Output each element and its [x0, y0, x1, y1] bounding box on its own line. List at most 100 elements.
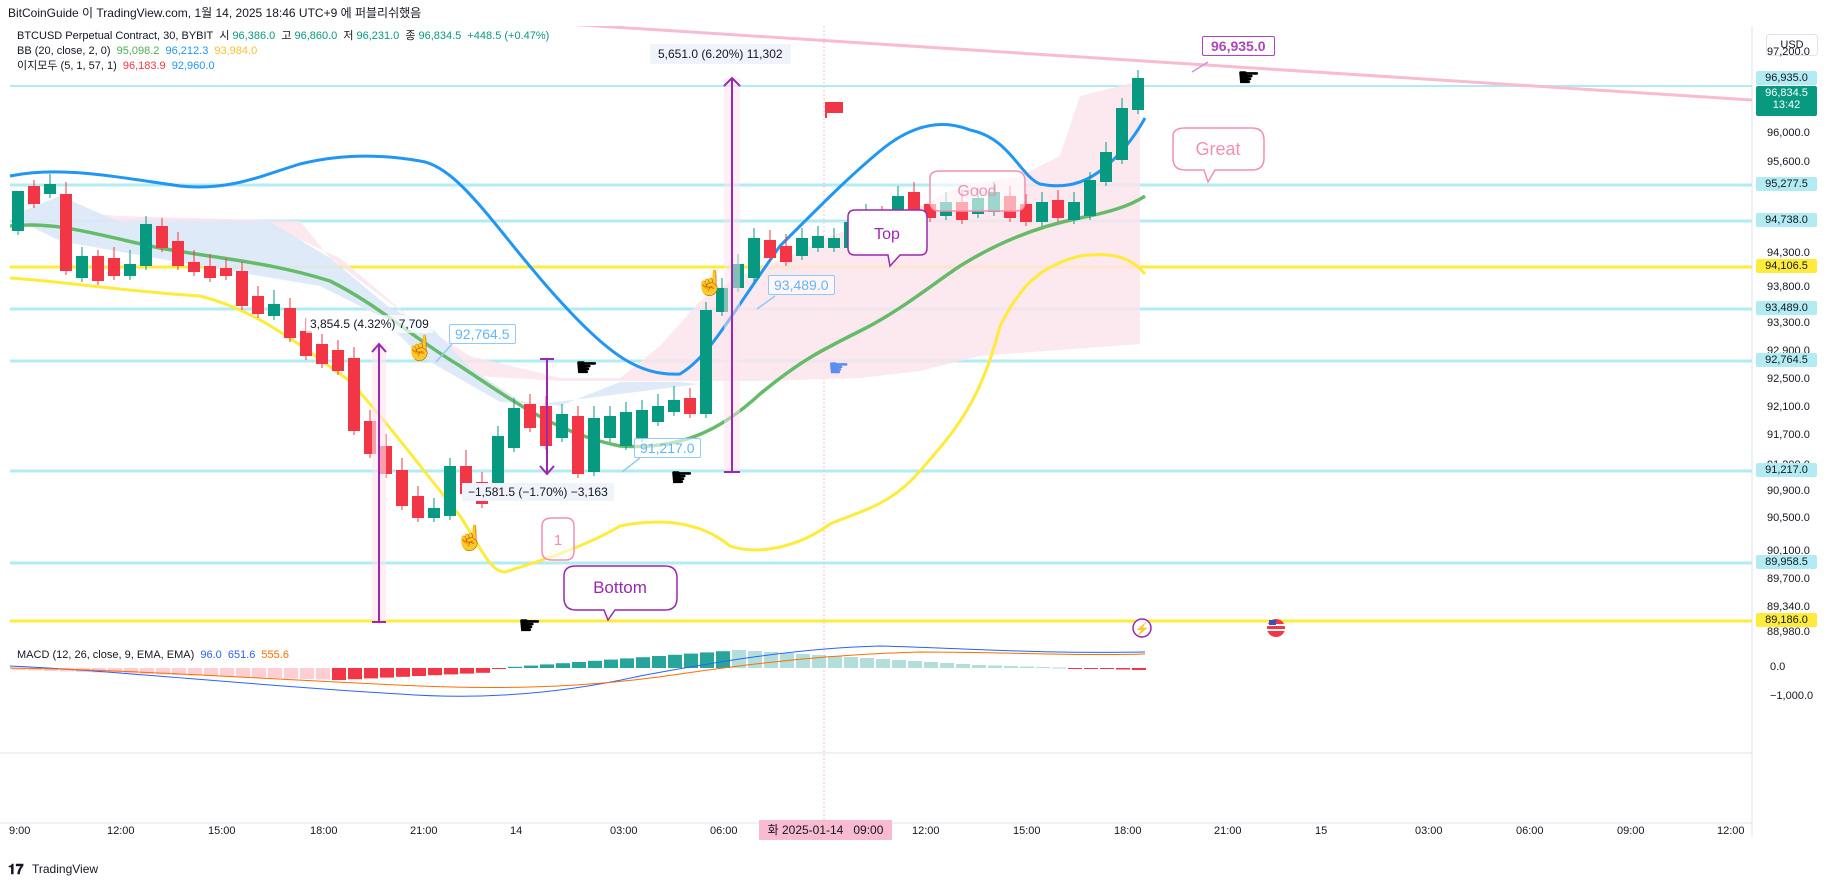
price-tick: 89,340.0	[1767, 601, 1810, 613]
bubble-one[interactable]: 1	[541, 517, 575, 561]
macd-histogram-bar	[828, 656, 842, 668]
bubble-good[interactable]: Good	[929, 170, 1026, 212]
bb-basis-line	[9, 194, 1146, 449]
legend-symbol[interactable]: BTCUSD Perpetual Contract, 30, BYBIT	[17, 30, 214, 42]
macd-histogram-bar	[172, 668, 186, 675]
price-label-92764[interactable]: 92,764.5	[449, 324, 516, 344]
macd-histogram-bar	[764, 652, 778, 668]
macd-histogram-bar	[524, 665, 538, 668]
macd-histogram-bar	[332, 668, 346, 680]
bubble-great[interactable]: Great	[1172, 127, 1265, 184]
macd-histogram-bar	[620, 658, 634, 668]
legend-macd-signal: 555.6	[261, 649, 289, 661]
time-tick: 9:00	[9, 825, 31, 837]
candle-body	[204, 266, 216, 278]
macd-histogram-bar	[972, 665, 986, 668]
candle-body	[748, 238, 760, 278]
price-tick: 90,500.0	[1767, 512, 1810, 524]
chart-area[interactable]: Top Good Great Bottom 1 ☛ ☛ ☛ ☛ ☝ ☝ ☝	[0, 26, 1835, 840]
us-flag-icon[interactable]	[1267, 619, 1285, 637]
legend-macd-row[interactable]: MACD (12, 26, close, 9, EMA, EMA) 96.0 6…	[17, 648, 292, 662]
hand-blue-icon: ☝ ☝ ☝ ☛	[405, 268, 850, 552]
legend-ichi-label[interactable]: 이지모두 (5, 1, 57, 1)	[17, 60, 117, 72]
macd-histogram-bar	[28, 668, 42, 671]
macd-histogram-bar	[924, 662, 938, 668]
legend-change: +448.5 (+0.47%)	[467, 30, 550, 42]
macd-histogram-bar	[412, 668, 426, 676]
price-tick: 92,500.0	[1767, 373, 1810, 385]
macd-histogram-bar	[444, 668, 458, 675]
price-tag: 93,489.0	[1756, 301, 1817, 315]
measure-tool-left[interactable]	[371, 342, 387, 623]
candle-body	[556, 414, 568, 438]
candle-body	[524, 404, 536, 428]
macd-histogram-bar	[396, 668, 410, 677]
candle-body	[92, 256, 104, 281]
price-tag: 89,186.0	[1756, 613, 1817, 627]
measure-tool-top[interactable]	[723, 76, 741, 473]
trend-line[interactable]	[535, 26, 1753, 102]
brand-text: TradingView	[32, 862, 99, 876]
macd-histogram-bar	[508, 666, 522, 668]
macd-histogram-bar	[1084, 668, 1098, 669]
svg-text:☝: ☝	[405, 333, 435, 362]
legend-ichi-b: 92,960.0	[171, 60, 215, 72]
bubble-bottom[interactable]: Bottom	[563, 565, 678, 622]
macd-tick: 0.0	[1770, 661, 1786, 673]
macd-histogram-bar	[380, 668, 394, 678]
lightning-event-icon[interactable]: ⚡	[1132, 618, 1152, 638]
candle-body	[124, 264, 136, 276]
price-tag: 92,764.5	[1756, 353, 1817, 367]
svg-text:☝: ☝	[695, 268, 725, 297]
macd-histogram-bar	[348, 668, 362, 680]
legend-low-key: 저	[343, 30, 354, 42]
candle-body	[156, 226, 168, 248]
macd-histogram-bar	[748, 651, 762, 668]
bubble-one-label: 1	[554, 532, 562, 549]
legend-bb-row[interactable]: BB (20, close, 2, 0) 95,098.2 96,212.3 9…	[17, 44, 260, 58]
legend-macd-label[interactable]: MACD (12, 26, close, 9, EMA, EMA)	[17, 649, 195, 661]
legend-bb-label[interactable]: BB (20, close, 2, 0)	[17, 45, 111, 57]
price-tag: 96,834.5 13:42	[1756, 86, 1817, 116]
price-tick: 92,100.0	[1767, 401, 1810, 413]
candle-body	[588, 418, 600, 472]
candle-body	[700, 310, 712, 414]
flag-icon[interactable]	[825, 102, 843, 118]
macd-histogram-bar	[796, 654, 810, 668]
macd-pane[interactable]	[9, 645, 1146, 697]
price-tick: 94,300.0	[1767, 247, 1810, 259]
svg-text:☛: ☛	[828, 355, 850, 382]
price-tick: 93,300.0	[1767, 317, 1810, 329]
label-pointer-91217	[621, 457, 641, 473]
candle-body	[140, 224, 152, 266]
time-tick: 15:00	[1013, 825, 1041, 837]
svg-text:☛: ☛	[1237, 62, 1260, 92]
tradingview-logo-icon: 𝟏𝟕	[8, 861, 24, 877]
macd-histogram-bar	[860, 658, 874, 668]
macd-histogram-bar	[476, 668, 490, 673]
macd-histogram-bar	[1020, 666, 1034, 668]
legend-close-val: 96,834.5	[418, 30, 462, 42]
legend-ichi-row[interactable]: 이지모두 (5, 1, 57, 1) 96,183.9 92,960.0	[17, 59, 218, 73]
legend-symbol-row[interactable]: BTCUSD Perpetual Contract, 30, BYBIT 시 96…	[17, 29, 552, 43]
candle-body	[828, 238, 840, 248]
measure-tool-mid[interactable]	[539, 358, 555, 476]
candle-body	[412, 496, 424, 518]
price-label-93489[interactable]: 93,489.0	[768, 275, 835, 295]
macd-histogram-bar	[588, 660, 602, 668]
svg-text:☛: ☛	[670, 462, 693, 492]
price-label-96935[interactable]: 96,935.0	[1202, 36, 1275, 56]
candle-body	[636, 410, 648, 438]
candle-body	[108, 258, 120, 276]
currency-selector[interactable]: USD	[1766, 34, 1818, 56]
macd-histogram-bar	[252, 668, 266, 678]
legend-ichi-a: 96,183.9	[122, 60, 166, 72]
price-chart-canvas[interactable]: Top Good Great Bottom 1 ☛ ☛ ☛ ☛ ☝ ☝ ☝	[0, 26, 1835, 836]
macd-histogram-bar	[652, 656, 666, 668]
bubble-top[interactable]: Top	[847, 209, 928, 268]
candle-body	[492, 436, 504, 496]
crosshair-time-label: 화 2025-01-14 09:00	[759, 820, 892, 840]
candle-body	[396, 470, 408, 506]
legend-macd-line: 651.6	[227, 649, 256, 661]
price-label-91217[interactable]: 91,217.0	[634, 438, 701, 458]
